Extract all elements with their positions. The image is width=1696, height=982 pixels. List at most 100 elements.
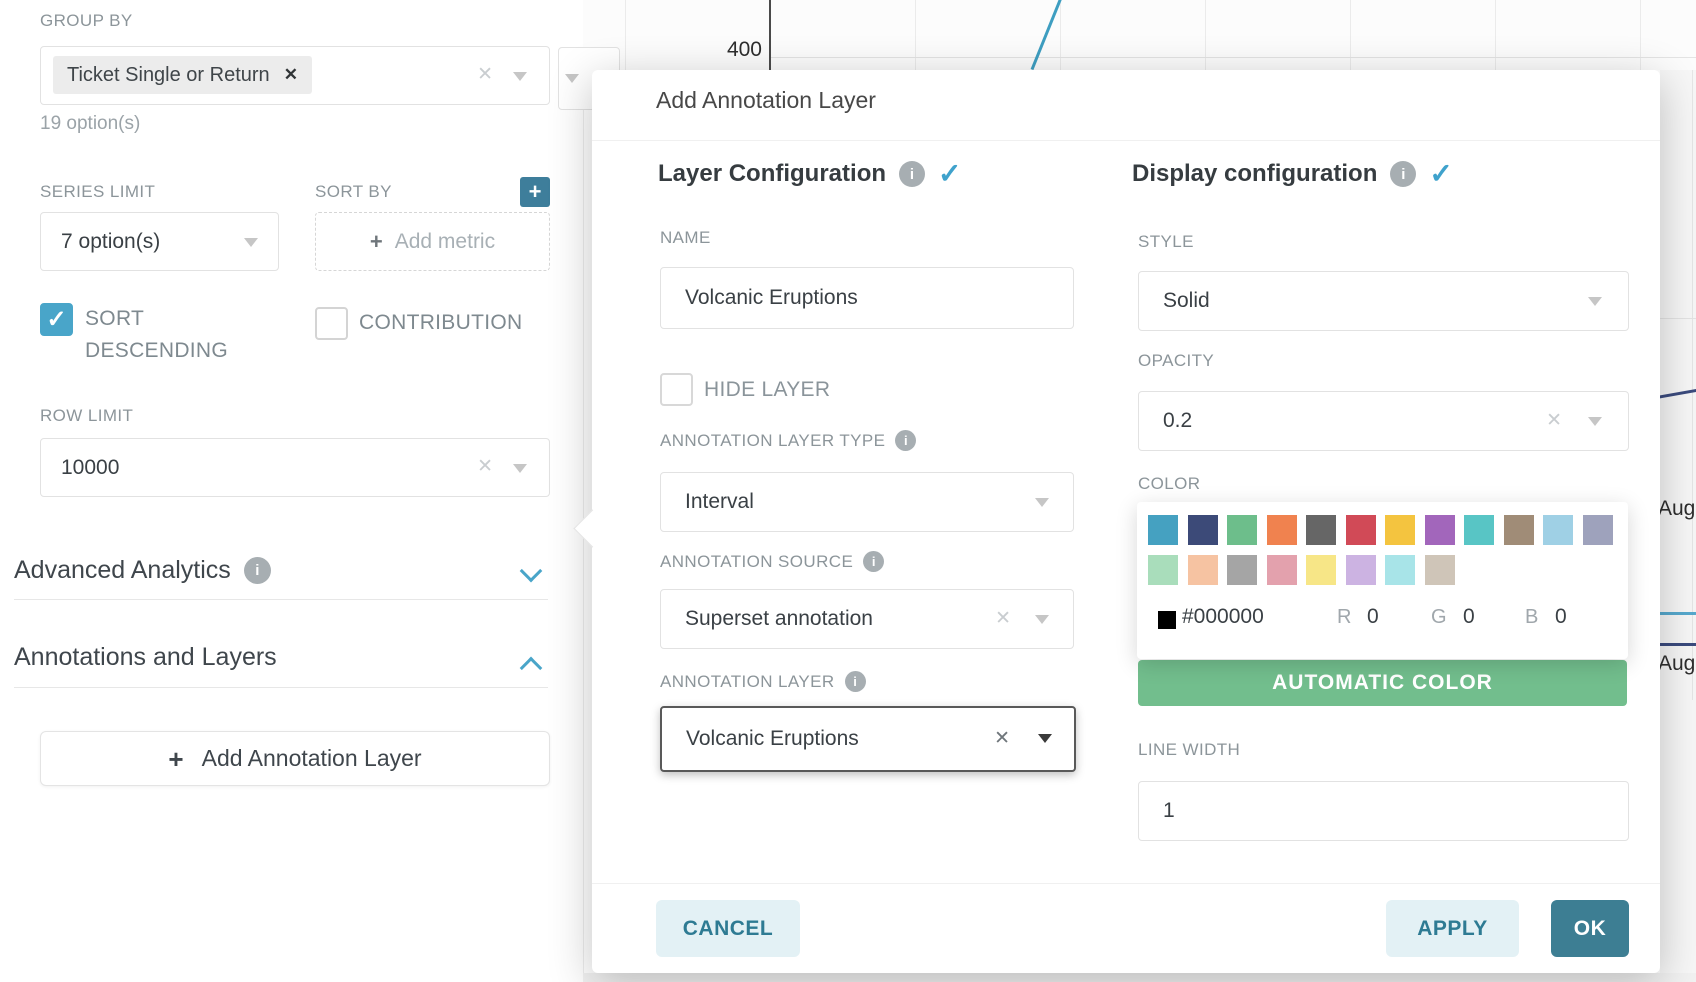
hide-layer-checkbox[interactable]: ✓ <box>660 373 693 406</box>
sort-descending-checkbox[interactable]: ✓ <box>40 303 73 336</box>
chart-area-right-fragment: Aug Aug <box>1660 70 1696 973</box>
color-swatch[interactable] <box>1148 515 1178 545</box>
contribution-checkbox[interactable]: ✓ <box>315 307 348 340</box>
automatic-color-button[interactable]: AUTOMATIC COLOR <box>1138 660 1627 706</box>
color-swatch[interactable] <box>1227 555 1257 585</box>
chevron-up-icon[interactable] <box>519 656 543 680</box>
color-swatch[interactable] <box>1187 555 1218 585</box>
info-icon[interactable]: i <box>863 551 885 572</box>
color-swatch[interactable] <box>1266 555 1297 585</box>
clear-icon[interactable]: ✕ <box>477 456 493 477</box>
r-label: R <box>1337 606 1352 628</box>
row-limit-label: ROW LIMIT <box>40 406 134 425</box>
chart-line-blue <box>1030 0 1062 70</box>
info-icon[interactable]: i <box>895 430 917 451</box>
info-icon[interactable]: i <box>844 671 866 692</box>
valid-check-icon: ✓ <box>1429 158 1453 189</box>
layer-configuration-header: Layer Configuration i ✓ <box>658 160 961 188</box>
style-select[interactable]: Solid <box>1138 271 1629 331</box>
line-width-input[interactable]: 1 <box>1138 781 1629 841</box>
info-icon[interactable]: i <box>1390 161 1417 187</box>
r-value[interactable]: 0 <box>1367 605 1379 628</box>
chevron-down-icon[interactable] <box>513 72 527 81</box>
clear-icon[interactable]: ✕ <box>477 64 493 85</box>
series-limit-value: 7 option(s) <box>61 229 161 253</box>
annotation-layer-type-label: ANNOTATION LAYER TYPE <box>660 430 886 450</box>
opacity-select[interactable]: 0.2 ✕ <box>1138 391 1629 451</box>
opacity-label-row: OPACITY <box>1138 351 1214 371</box>
color-swatch[interactable] <box>1385 555 1415 585</box>
hide-layer-control: ✓ HIDE LAYER <box>660 373 830 406</box>
b-value[interactable]: 0 <box>1555 605 1567 628</box>
plus-icon: + <box>528 179 542 204</box>
row-limit-select[interactable]: 10000 ✕ <box>40 438 550 497</box>
clear-icon[interactable]: ✕ <box>1546 410 1562 431</box>
add-annotation-layer-button[interactable]: + Add Annotation Layer <box>40 731 550 786</box>
color-swatch[interactable] <box>1464 515 1494 545</box>
cancel-button[interactable]: CANCEL <box>656 900 800 957</box>
g-value[interactable]: 0 <box>1463 605 1475 628</box>
annotations-layers-title: Annotations and Layers <box>14 643 277 671</box>
line-width-value: 1 <box>1163 799 1175 822</box>
clear-icon[interactable]: ✕ <box>995 608 1011 629</box>
sort-descending-label: SORT DESCENDING <box>85 307 229 362</box>
style-label: STYLE <box>1138 232 1194 251</box>
chevron-down-icon[interactable] <box>1588 297 1602 306</box>
apply-button[interactable]: APPLY <box>1386 900 1519 957</box>
series-limit-select[interactable]: 7 option(s) <box>40 212 279 271</box>
display-configuration-heading: Display configuration <box>1132 160 1378 187</box>
color-swatch[interactable] <box>1306 515 1336 545</box>
color-swatch[interactable] <box>1582 515 1613 545</box>
color-swatch[interactable] <box>1543 515 1573 545</box>
group-by-select[interactable]: Ticket Single or Return ✕ ✕ <box>40 46 550 105</box>
hex-value[interactable]: #000000 <box>1182 605 1264 628</box>
advanced-analytics-header[interactable]: Advanced Analytics i <box>14 556 271 585</box>
advanced-analytics-title: Advanced Analytics <box>14 556 231 584</box>
color-swatch[interactable] <box>1503 515 1534 545</box>
color-swatch[interactable] <box>1148 555 1178 585</box>
chevron-down-icon[interactable] <box>1035 615 1049 624</box>
style-label-row: STYLE <box>1138 232 1194 252</box>
contribution-control: ✓ CONTRIBUTION <box>315 307 575 340</box>
color-swatch[interactable] <box>1266 515 1297 545</box>
color-swatch[interactable] <box>1306 555 1336 585</box>
color-swatch[interactable] <box>1385 515 1415 545</box>
gridline <box>771 57 1696 58</box>
sort-by-label: SORT BY <box>315 182 392 201</box>
chevron-down-icon[interactable] <box>1588 417 1602 426</box>
chevron-down-icon[interactable] <box>244 238 258 247</box>
b-label: B <box>1525 606 1539 628</box>
color-swatch[interactable] <box>1424 515 1455 545</box>
hide-layer-label: HIDE LAYER <box>704 377 831 401</box>
chevron-down-icon[interactable] <box>1038 734 1052 743</box>
chevron-down-icon[interactable] <box>519 559 543 583</box>
info-icon[interactable]: i <box>899 161 926 187</box>
ok-button[interactable]: OK <box>1551 900 1629 957</box>
annotation-source-select[interactable]: Superset annotation ✕ <box>660 589 1074 649</box>
color-swatch[interactable] <box>1227 515 1257 545</box>
color-swatch[interactable] <box>1187 515 1218 545</box>
chevron-down-icon[interactable] <box>1035 498 1049 507</box>
name-input[interactable]: Volcanic Eruptions <box>660 267 1074 329</box>
series-limit-label: SERIES LIMIT <box>40 182 156 201</box>
color-swatch[interactable] <box>1424 555 1455 585</box>
selected-color-swatch <box>1158 611 1176 629</box>
page-background-strip <box>583 973 1696 982</box>
chart-line-navy <box>1660 643 1696 646</box>
chevron-down-icon[interactable] <box>513 464 527 473</box>
color-swatch[interactable] <box>1345 515 1376 545</box>
annotations-layers-header[interactable]: Annotations and Layers <box>14 643 277 672</box>
info-icon: i <box>243 557 271 584</box>
add-sort-metric-button[interactable]: + <box>520 177 550 207</box>
name-value: Volcanic Eruptions <box>685 286 858 309</box>
annotation-layer-type-select[interactable]: Interval <box>660 472 1074 532</box>
color-swatch[interactable] <box>1345 555 1376 585</box>
annotation-layer-select[interactable]: Volcanic Eruptions ✕ <box>660 706 1076 772</box>
group-by-options-hint: 19 option(s) <box>40 113 141 134</box>
clear-icon[interactable]: ✕ <box>994 728 1010 749</box>
add-metric-button[interactable]: + Add metric <box>315 212 550 271</box>
color-label-row: COLOR <box>1138 474 1200 494</box>
annotation-source-label: ANNOTATION SOURCE <box>660 551 854 571</box>
remove-tag-icon[interactable]: ✕ <box>283 65 298 84</box>
